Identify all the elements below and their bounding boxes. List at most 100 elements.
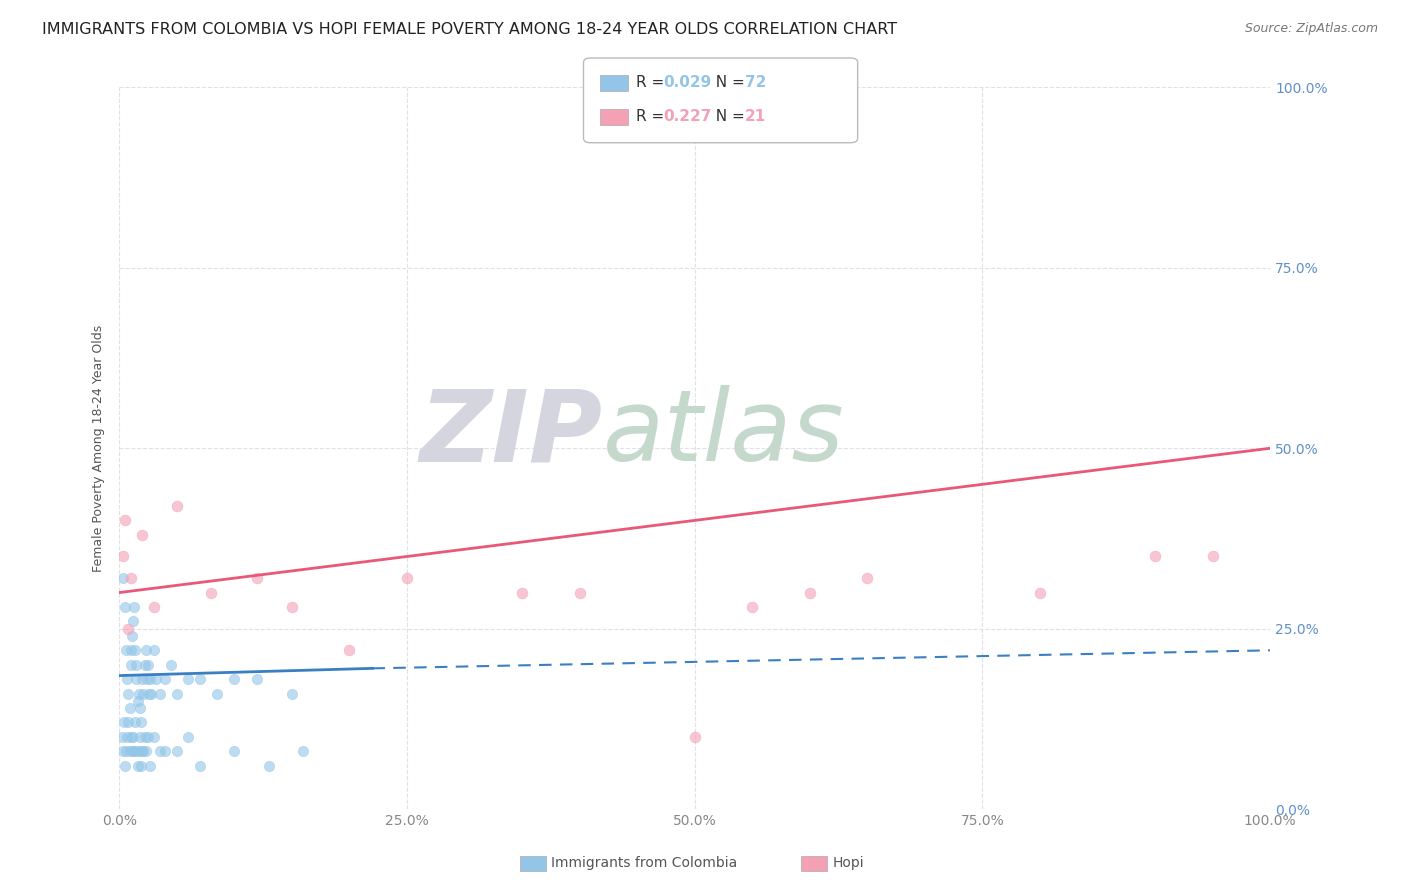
Text: N =: N =	[706, 76, 749, 90]
Point	[148, 744, 170, 758]
Point	[117, 622, 139, 636]
Point	[111, 571, 134, 585]
Point	[177, 730, 200, 744]
Point	[141, 687, 163, 701]
Text: R =: R =	[636, 76, 669, 90]
Point	[166, 687, 188, 701]
Point	[120, 657, 142, 672]
Point	[160, 657, 183, 672]
Point	[188, 758, 211, 772]
Point	[124, 715, 146, 730]
Text: 0.029: 0.029	[664, 76, 711, 90]
Point	[281, 687, 304, 701]
Point	[122, 615, 145, 629]
Point	[131, 528, 153, 542]
Point	[132, 687, 155, 701]
Point	[139, 758, 162, 772]
Text: Immigrants from Colombia: Immigrants from Colombia	[551, 856, 737, 871]
Point	[110, 730, 132, 744]
Point	[683, 730, 706, 744]
Point	[200, 585, 222, 599]
Text: 21: 21	[745, 110, 766, 124]
Point	[111, 549, 134, 564]
Point	[1144, 549, 1167, 564]
Point	[135, 672, 157, 686]
Point	[135, 744, 157, 758]
Point	[281, 600, 304, 615]
Point	[138, 687, 160, 701]
Point	[122, 730, 145, 744]
Point	[856, 571, 879, 585]
Point	[145, 672, 167, 686]
Point	[120, 571, 142, 585]
Point	[128, 744, 150, 758]
Point	[117, 715, 139, 730]
Point	[136, 730, 159, 744]
Text: R =: R =	[636, 110, 669, 124]
Text: atlas: atlas	[603, 385, 844, 483]
Point	[122, 744, 145, 758]
Point	[125, 657, 148, 672]
Point	[131, 672, 153, 686]
Point	[510, 585, 533, 599]
Text: 0.227: 0.227	[664, 110, 711, 124]
Point	[741, 600, 763, 615]
Point	[122, 600, 145, 615]
Point	[115, 643, 138, 657]
Point	[155, 744, 177, 758]
Point	[125, 744, 148, 758]
Point	[120, 643, 142, 657]
Point	[124, 643, 146, 657]
Point	[114, 758, 136, 772]
Text: N =: N =	[706, 110, 749, 124]
Point	[224, 672, 246, 686]
Point	[246, 672, 269, 686]
Point	[142, 730, 165, 744]
Point	[117, 730, 139, 744]
Y-axis label: Female Poverty Among 18-24 Year Olds: Female Poverty Among 18-24 Year Olds	[93, 325, 105, 572]
Text: Source: ZipAtlas.com: Source: ZipAtlas.com	[1244, 22, 1378, 36]
Point	[118, 701, 141, 715]
Point	[121, 629, 143, 643]
Point	[132, 744, 155, 758]
Point	[129, 758, 152, 772]
Point	[205, 687, 228, 701]
Point	[134, 657, 156, 672]
Point	[127, 694, 149, 708]
Point	[166, 744, 188, 758]
Point	[148, 687, 170, 701]
Point	[115, 744, 138, 758]
Point	[292, 744, 315, 758]
Point	[129, 701, 152, 715]
Point	[136, 657, 159, 672]
Point	[134, 730, 156, 744]
Text: 72: 72	[745, 76, 766, 90]
Point	[118, 744, 141, 758]
Point	[188, 672, 211, 686]
Point	[568, 585, 591, 599]
Point	[339, 643, 361, 657]
Point	[129, 730, 152, 744]
Point	[114, 600, 136, 615]
Point	[114, 513, 136, 527]
Point	[155, 672, 177, 686]
Text: ZIP: ZIP	[419, 385, 603, 483]
Point	[257, 758, 280, 772]
Point	[246, 571, 269, 585]
Text: IMMIGRANTS FROM COLOMBIA VS HOPI FEMALE POVERTY AMONG 18-24 YEAR OLDS CORRELATIO: IMMIGRANTS FROM COLOMBIA VS HOPI FEMALE …	[42, 22, 897, 37]
Point	[111, 744, 134, 758]
Point	[125, 672, 148, 686]
Point	[142, 643, 165, 657]
Point	[131, 744, 153, 758]
Point	[117, 672, 139, 686]
Text: Hopi: Hopi	[832, 856, 863, 871]
Point	[121, 744, 143, 758]
Point	[177, 672, 200, 686]
Point	[127, 758, 149, 772]
Point	[1202, 549, 1225, 564]
Point	[139, 672, 162, 686]
Point	[112, 715, 135, 730]
Point	[224, 744, 246, 758]
Point	[1029, 585, 1052, 599]
Point	[120, 730, 142, 744]
